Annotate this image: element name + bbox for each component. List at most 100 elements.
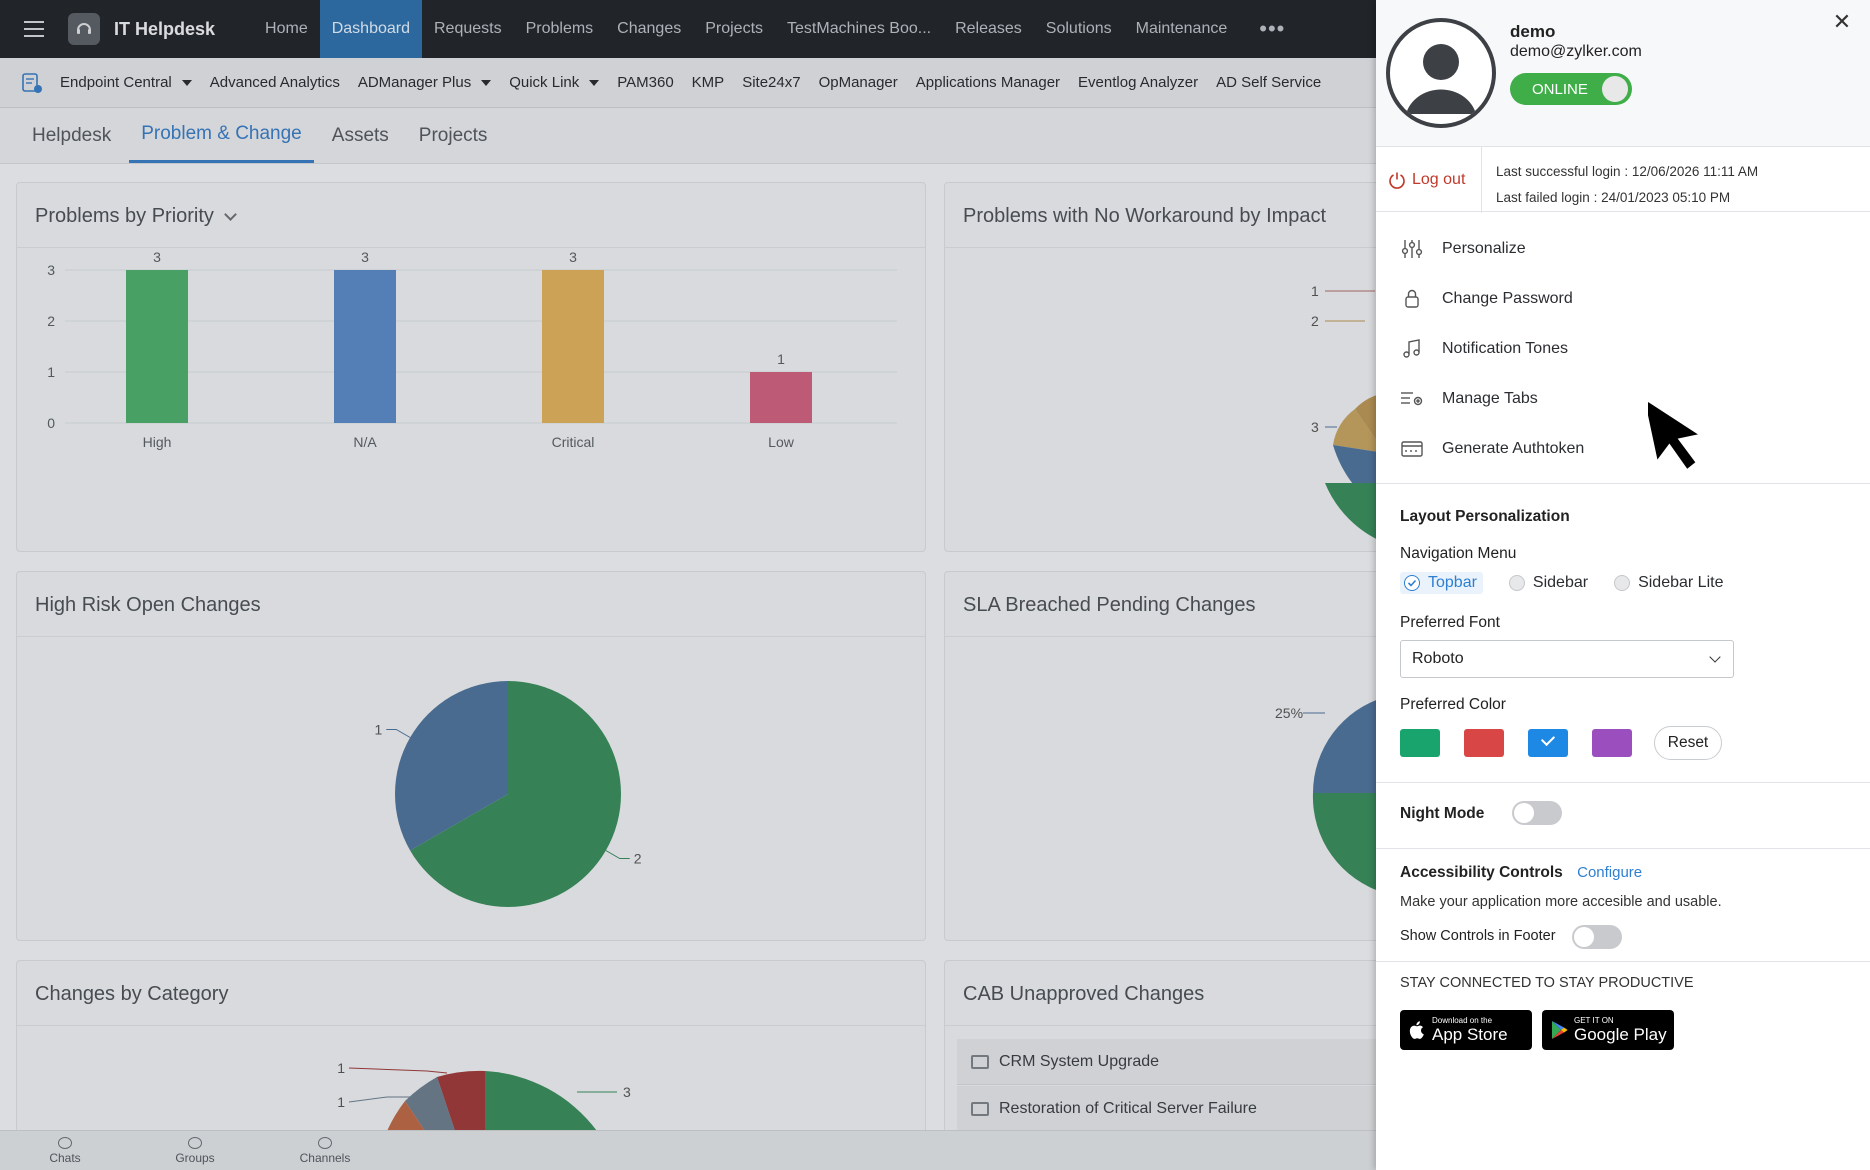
color-swatch[interactable] xyxy=(1528,729,1568,757)
section-divider xyxy=(1376,483,1870,484)
tab-problem-change[interactable]: Problem & Change xyxy=(129,108,314,163)
quick-link-quick-link[interactable]: Quick Link xyxy=(509,74,600,91)
cab-change-row[interactable]: Restoration of Critical Server Failure xyxy=(957,1086,1413,1132)
pie-slice xyxy=(405,1077,455,1131)
helpdesk-logo-icon xyxy=(68,13,100,45)
avatar[interactable] xyxy=(1386,18,1496,128)
nav-option-sidebar-lite[interactable]: Sidebar Lite xyxy=(1614,574,1723,592)
pie-label: 2 xyxy=(634,851,642,867)
show-controls-toggle[interactable] xyxy=(1572,925,1622,949)
quick-link-ad-self-service[interactable]: AD Self Service xyxy=(1216,74,1321,91)
bar[interactable] xyxy=(542,270,604,423)
section-divider xyxy=(1376,782,1870,783)
bar[interactable] xyxy=(750,372,812,423)
quick-link-eventlog-analyzer[interactable]: Eventlog Analyzer xyxy=(1078,74,1198,91)
pie-slice xyxy=(1313,697,1385,793)
menu-generate-authtoken[interactable]: Generate Authtoken xyxy=(1376,424,1870,474)
quick-link-endpoint-central[interactable]: Endpoint Central xyxy=(60,74,192,91)
pie-slice[interactable] xyxy=(394,681,508,851)
show-controls-label: Show Controls in Footer xyxy=(1400,928,1556,944)
menu-personalize[interactable]: Personalize xyxy=(1376,224,1870,274)
nav-problems[interactable]: Problems xyxy=(525,20,594,37)
quick-link-applications-manager[interactable]: Applications Manager xyxy=(916,74,1060,91)
nav-testmachines-boo[interactable]: TestMachines Boo... xyxy=(787,20,932,37)
night-mode-toggle[interactable] xyxy=(1512,801,1562,825)
cab-change-row[interactable]: CRM System Upgrade xyxy=(957,1039,1413,1085)
channels-button[interactable]: Channels xyxy=(260,1131,390,1170)
nav-option-sidebar[interactable]: Sidebar xyxy=(1508,574,1588,592)
menu-notification-tones[interactable]: Notification Tones xyxy=(1376,324,1870,374)
apple-logo-icon xyxy=(1409,1021,1424,1039)
close-icon[interactable]: ✕ xyxy=(1832,9,1852,34)
menu-change-password[interactable]: Change Password xyxy=(1376,274,1870,324)
tab-helpdesk[interactable]: Helpdesk xyxy=(32,124,112,146)
nav-changes[interactable]: Changes xyxy=(617,20,682,37)
quick-link-label: Advanced Analytics xyxy=(209,74,340,91)
color-swatch[interactable] xyxy=(1400,729,1440,757)
menu-label: Change Password xyxy=(1442,290,1573,307)
widget-divider xyxy=(17,636,925,637)
caret-down-icon[interactable] xyxy=(181,79,192,86)
pie-label: 1 xyxy=(374,722,382,738)
change-icon xyxy=(971,1101,989,1116)
quick-link-label: Site24x7 xyxy=(742,74,801,91)
chat-icon xyxy=(58,1136,72,1149)
tab-assets[interactable]: Assets xyxy=(331,124,389,146)
color-swatch[interactable] xyxy=(1464,729,1504,757)
chats-button[interactable]: Chats xyxy=(0,1131,130,1170)
menu-manage-tabs[interactable]: Manage Tabs xyxy=(1376,374,1870,424)
changes-by-category-pie-chart: 1 1 3 xyxy=(337,1060,631,1131)
google-play-button[interactable]: GET IT ON Google Play xyxy=(1542,1010,1674,1050)
color-swatch[interactable] xyxy=(1592,729,1632,757)
tab-projects[interactable]: Projects xyxy=(418,124,488,146)
logout-label: Log out xyxy=(1412,171,1466,188)
widget-title-cab-unapproved: CAB Unapproved Changes xyxy=(963,983,1205,1005)
nav-option-topbar[interactable]: Topbar xyxy=(1400,572,1483,594)
nav-projects[interactable]: Projects xyxy=(705,20,764,37)
widget-title-text: Problems by Priority xyxy=(35,205,214,227)
radio-unchecked-icon xyxy=(1614,575,1631,591)
quick-link-kmp[interactable]: KMP xyxy=(692,74,725,91)
quick-link-label: OpManager xyxy=(818,74,898,91)
cab-change-title[interactable]: CRM System Upgrade xyxy=(999,1052,1160,1070)
google-play-logo-icon xyxy=(1552,1021,1568,1039)
preferred-font-select[interactable]: Roboto xyxy=(1400,640,1734,678)
radio-unchecked-icon xyxy=(1508,575,1525,591)
nav-dashboard[interactable]: Dashboard xyxy=(319,0,422,58)
quick-link-pam360[interactable]: PAM360 xyxy=(617,74,673,91)
nav-home[interactable]: Home xyxy=(265,20,308,37)
bar[interactable] xyxy=(126,270,188,423)
app-store-button[interactable]: Download on the App Store xyxy=(1400,1010,1532,1050)
google-play-text: GET IT ON Google Play xyxy=(1574,1016,1667,1044)
bar[interactable] xyxy=(334,270,396,423)
quick-link-advanced-analytics[interactable]: Advanced Analytics xyxy=(210,74,340,91)
hamburger-menu-icon[interactable] xyxy=(0,0,68,58)
profile-header: demo demo@zylker.com ONLINE ✕ xyxy=(1376,0,1870,146)
logout-button[interactable]: Log out xyxy=(1388,147,1482,213)
online-status-toggle[interactable]: ONLINE xyxy=(1510,73,1632,105)
pie-label: 1 xyxy=(337,1094,345,1110)
nav-releases[interactable]: Releases xyxy=(955,20,1022,37)
reset-color-button[interactable]: Reset xyxy=(1654,726,1722,760)
night-mode-label: Night Mode xyxy=(1400,805,1485,822)
cab-change-title[interactable]: Restoration of Critical Server Failure xyxy=(999,1099,1257,1117)
quick-link-admanager-plus[interactable]: ADManager Plus xyxy=(358,74,492,91)
quick-link-site24x7[interactable]: Site24x7 xyxy=(742,74,800,91)
quick-link-label: KMP xyxy=(691,74,725,91)
nav-maintenance[interactable]: Maintenance xyxy=(1135,20,1228,37)
modal-backdrop[interactable] xyxy=(0,0,1376,1170)
widget-divider xyxy=(945,636,1413,637)
configure-link[interactable]: Configure xyxy=(1577,864,1643,881)
nav-requests[interactable]: Requests xyxy=(434,20,502,37)
caret-down-icon[interactable] xyxy=(589,79,600,86)
nav-solutions[interactable]: Solutions xyxy=(1045,20,1112,37)
quick-link-settings-icon[interactable] xyxy=(20,71,44,95)
groups-button[interactable]: Groups xyxy=(130,1131,260,1170)
more-nav-icon[interactable]: ••• xyxy=(1259,16,1286,41)
widget-title-problems-by-priority[interactable]: Problems by Priority xyxy=(35,205,237,228)
pie-slice[interactable] xyxy=(410,681,621,907)
manage-tabs-icon xyxy=(1400,388,1424,410)
quick-link-opmanager[interactable]: OpManager xyxy=(819,74,898,91)
caret-down-icon[interactable] xyxy=(481,79,492,86)
